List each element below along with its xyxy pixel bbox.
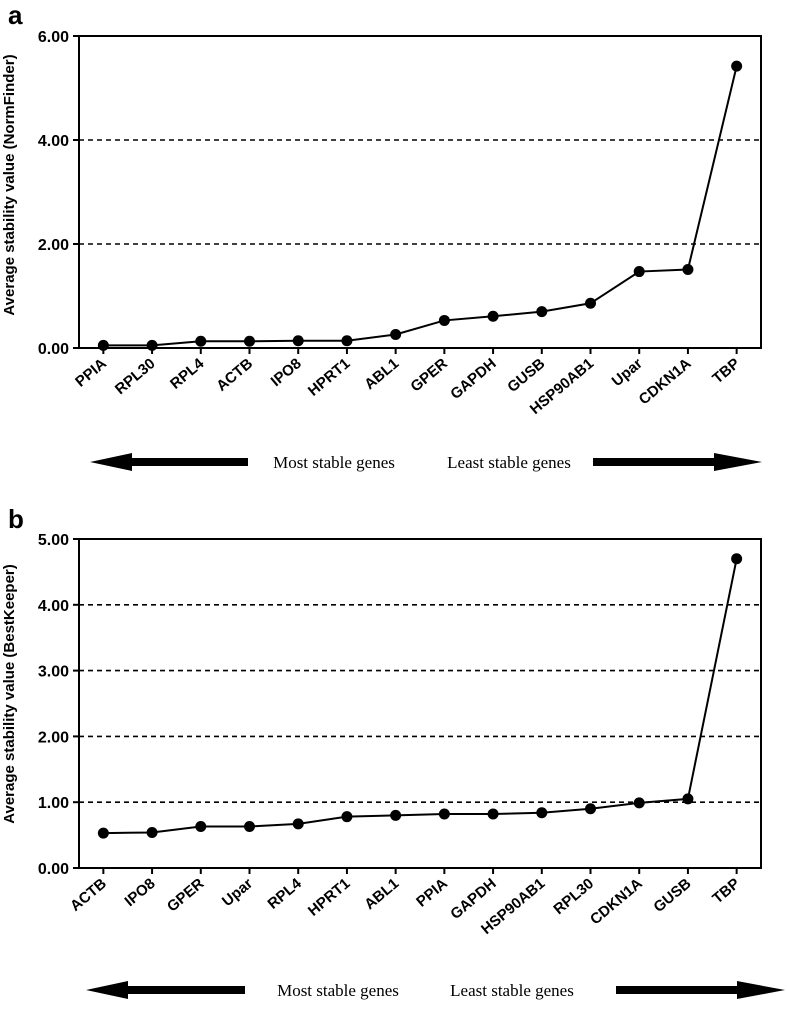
series-line xyxy=(103,65,738,347)
data-point xyxy=(195,335,207,347)
x-tick-label: CDKN1A xyxy=(587,875,646,928)
data-point xyxy=(487,310,499,322)
y-tick-label: 0.00 xyxy=(38,861,69,878)
data-point xyxy=(390,328,402,340)
least-stable-label: Least stable genes xyxy=(447,453,571,472)
x-tick-label: RPL30 xyxy=(112,355,159,398)
chart-panel-b: b 0.00 1.00 2.00 3.00 4.00 5.00 ACTB IPO8 GPER Upa… xyxy=(1,504,785,1000)
least-stable-label: Least stable genes xyxy=(450,981,574,1000)
x-tick-label: ABL1 xyxy=(361,875,402,913)
y-tick-label: 2.00 xyxy=(38,729,69,746)
right-arrow-shaft xyxy=(593,458,718,466)
x-tick-label: HPRT1 xyxy=(305,875,354,920)
data-point xyxy=(536,306,548,318)
y-axis-title: Average stability value (NormFinder) xyxy=(1,54,18,315)
data-point xyxy=(292,335,304,347)
data-point xyxy=(390,809,402,821)
x-tick-label: ABL1 xyxy=(361,355,402,393)
data-point xyxy=(341,811,353,823)
x-tick-label: IPO8 xyxy=(122,875,159,910)
data-point xyxy=(731,60,743,72)
y-tick-label: 0.00 xyxy=(38,341,69,358)
data-point xyxy=(146,826,158,838)
x-tick-label: PPIA xyxy=(413,875,451,911)
plot-frame xyxy=(78,35,762,349)
right-arrow-shaft xyxy=(616,986,741,994)
x-tick-label: GUSB xyxy=(504,355,548,396)
y-axis-title: Average stability value (BestKeeper) xyxy=(1,564,18,824)
x-tick-label: ACTB xyxy=(67,875,110,915)
right-arrow-head xyxy=(714,453,762,471)
plot-frame xyxy=(78,538,762,869)
y-tick-label: 4.00 xyxy=(38,133,69,150)
left-arrow-shaft xyxy=(128,458,248,466)
y-tick-label: 4.00 xyxy=(38,598,69,615)
x-tick-label: Upar xyxy=(609,355,646,390)
x-tick-label: Upar xyxy=(219,875,256,910)
x-tick-label: GUSB xyxy=(650,875,694,916)
data-point xyxy=(682,263,694,275)
left-arrow-head xyxy=(90,453,132,471)
data-point xyxy=(633,266,645,278)
x-tick-label: TBP xyxy=(709,875,743,907)
data-point xyxy=(244,821,255,833)
data-point xyxy=(438,808,450,820)
most-stable-label: Most stable genes xyxy=(277,981,399,1000)
data-point xyxy=(146,339,158,351)
data-point xyxy=(195,821,207,833)
data-point xyxy=(341,335,353,347)
series-line xyxy=(103,558,738,835)
x-tick-label: TBP xyxy=(709,355,743,387)
data-point xyxy=(633,797,645,809)
y-tick-label: 1.00 xyxy=(38,795,69,812)
data-point xyxy=(682,793,694,805)
data-point xyxy=(292,818,304,830)
x-tick-label: ACTB xyxy=(213,355,256,395)
x-tick-label: GPER xyxy=(164,875,208,915)
data-point xyxy=(731,553,743,565)
data-point xyxy=(585,297,596,309)
data-point xyxy=(585,803,596,815)
x-tick-label: RPL4 xyxy=(167,355,208,393)
x-tick-label: RPL4 xyxy=(264,875,305,913)
y-tick-label: 2.00 xyxy=(38,237,69,254)
data-point xyxy=(487,808,499,820)
panel-label: a xyxy=(8,0,23,30)
right-arrow-head xyxy=(737,981,785,999)
left-arrow-shaft xyxy=(124,986,245,994)
x-tick-label: GPER xyxy=(407,355,451,395)
panel-label: b xyxy=(8,504,24,534)
data-point xyxy=(97,827,109,839)
x-tick-label: HPRT1 xyxy=(305,355,354,400)
chart-panel-a: a 0.00 2.00 4.00 6.00 PPIA RPL30 RPL4 ACTB IPO8 HP… xyxy=(1,0,762,472)
x-tick-label: PPIA xyxy=(72,355,110,391)
data-point xyxy=(244,335,255,347)
x-tick-label: CDKN1A xyxy=(636,355,695,408)
y-tick-label: 6.00 xyxy=(38,29,69,46)
data-point xyxy=(97,339,109,351)
data-point xyxy=(438,314,450,326)
data-point xyxy=(536,807,548,819)
most-stable-label: Most stable genes xyxy=(273,453,395,472)
y-tick-label: 5.00 xyxy=(38,532,69,549)
left-arrow-head xyxy=(86,981,128,999)
y-tick-label: 3.00 xyxy=(38,664,69,681)
x-tick-label: IPO8 xyxy=(268,355,305,390)
x-tick-label: GAPDH xyxy=(447,355,499,403)
